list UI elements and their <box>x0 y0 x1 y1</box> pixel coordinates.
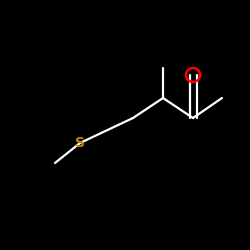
Text: S: S <box>75 136 85 150</box>
